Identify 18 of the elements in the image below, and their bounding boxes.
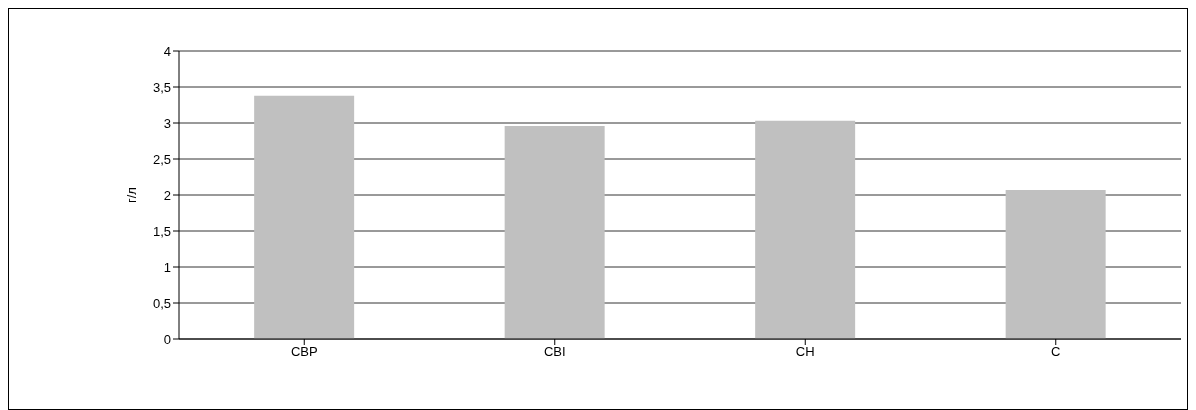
x-tick-label: C	[1051, 344, 1061, 360]
y-tick-label: 1,5	[152, 223, 171, 239]
y-tick-label: 4	[163, 43, 171, 59]
x-tick-label: CH	[795, 344, 815, 360]
bar	[1005, 189, 1106, 339]
bar	[755, 120, 856, 339]
y-axis-title: г/л	[123, 187, 139, 203]
y-tick-label: 3,5	[152, 79, 171, 95]
bar	[504, 125, 605, 339]
x-tick-label: CBI	[543, 344, 566, 360]
bar	[254, 95, 355, 339]
y-tick-label: 2,5	[152, 151, 171, 167]
y-tick-label: 3	[163, 115, 171, 131]
y-tick-label: 0,5	[152, 295, 171, 311]
y-tick-label: 1	[163, 259, 171, 275]
y-tick-label: 0	[163, 331, 171, 347]
x-tick-label: CBP	[290, 344, 318, 360]
y-tick-label: 2	[163, 187, 171, 203]
